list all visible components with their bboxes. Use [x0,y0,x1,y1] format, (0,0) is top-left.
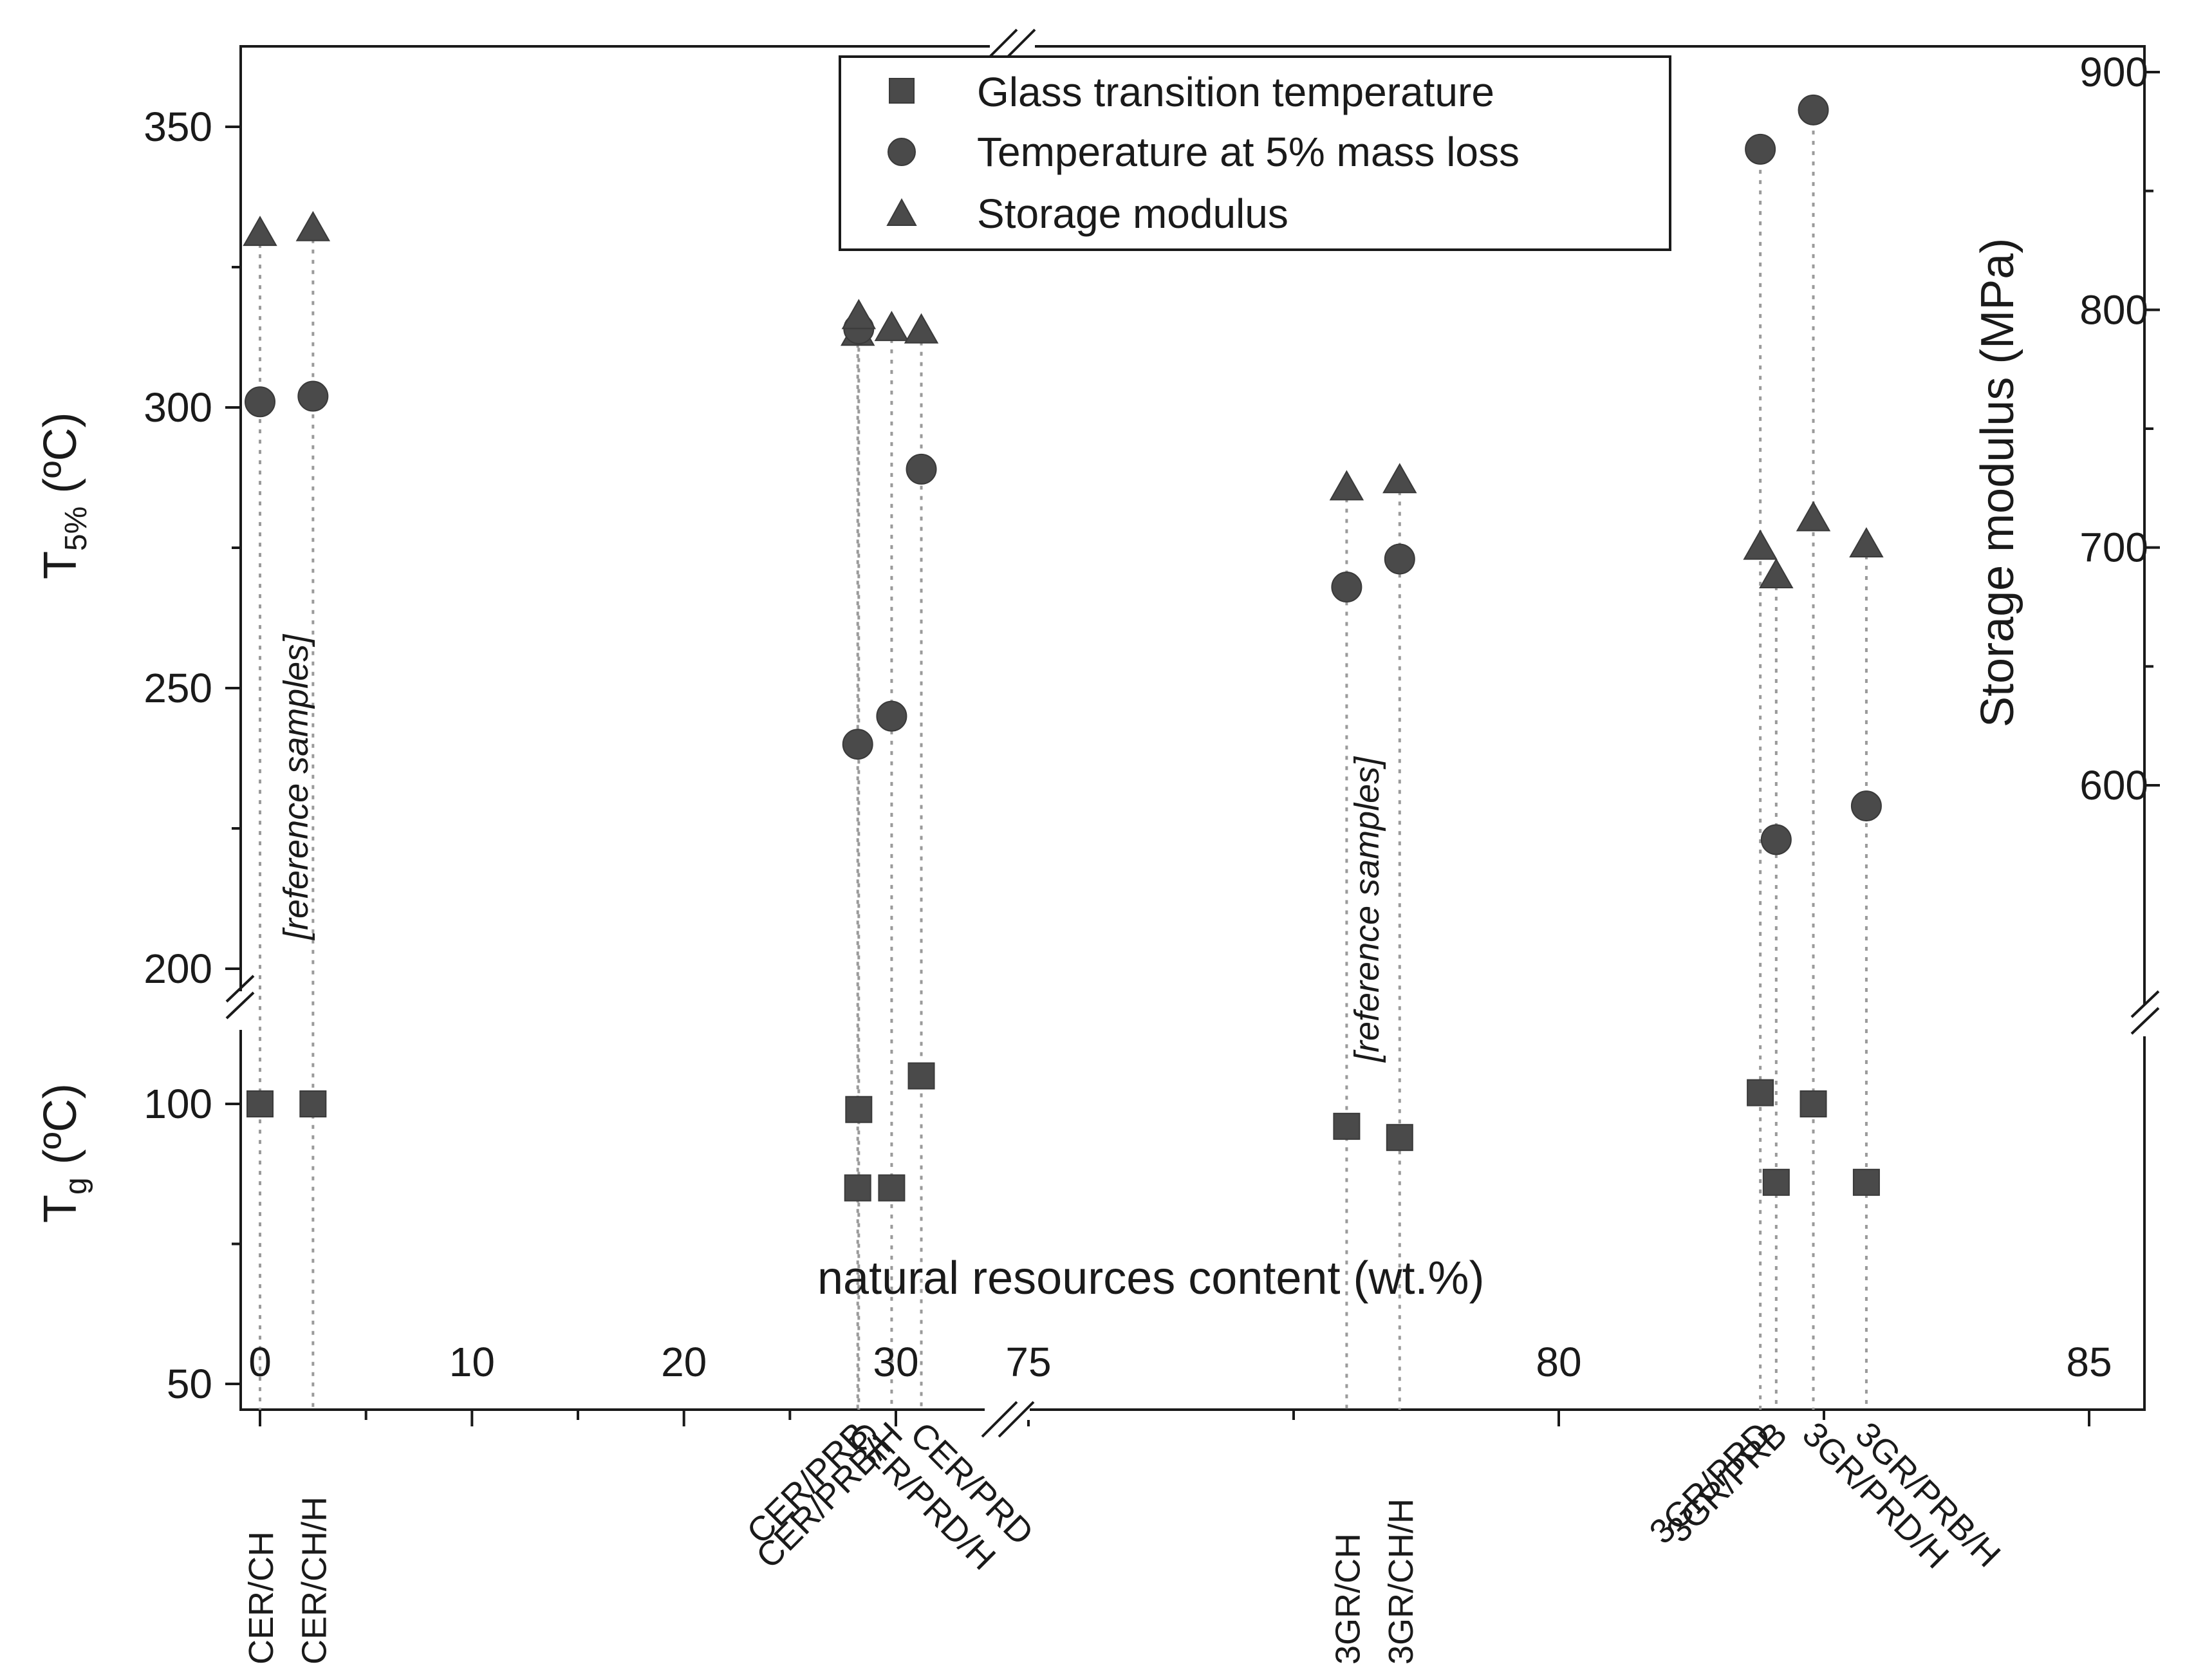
x-tick-label: 20 [661,1339,707,1385]
sample-label: CER/CH/H [295,1497,333,1665]
legend-circle-marker [888,138,916,166]
t5-marker [1760,824,1792,855]
y-lower-title: Tg (ºC) [35,1083,93,1223]
bottom-axis-ticks: 0 10 20 30 75 80 85 [248,1339,2112,1426]
sample-label: CER/CH [242,1531,281,1665]
t5-marker [245,386,275,418]
storage-modulus-marker [1796,501,1831,532]
t5-marker [1850,790,1882,822]
legend-label-e: Storage modulus [977,191,1288,237]
t5-marker [906,453,937,485]
x-tick-label: 0 [248,1339,272,1385]
storage-modulus-marker [1329,470,1364,501]
left-axis-ticks: 200 250 300 350 50 100 [144,104,241,1407]
right-axis-break [2130,990,2160,1036]
storage-modulus-marker [1759,557,1794,588]
legend-box [839,55,1671,251]
t5-marker [1331,572,1362,603]
y-right-tick-label: 900 [2079,49,2148,95]
y-right-tick-label: 700 [2079,525,2148,571]
sample-labels: CER/CH CER/CH/HCER/PRBCER/PRB/HCER/PRDCER… [242,1415,2008,1665]
x-tick-label: 80 [1536,1339,1581,1385]
storage-modulus-marker [904,313,939,344]
t5-marker [297,380,329,412]
tg-marker [844,1174,871,1202]
guide-lines [259,109,1868,1410]
sample-label: 3GR/CH/H [1382,1498,1420,1665]
t5-marker [1745,133,1776,165]
legend-triangle-marker [886,198,917,226]
y-lower-tick-label: 50 [167,1361,212,1407]
legend-square-marker [889,78,915,104]
ref-annotation-cer: [reference samples] [277,633,315,941]
storage-modulus-marker [1743,529,1778,560]
y-upper-tick-label: 200 [144,946,212,992]
left-axis-break [225,975,255,1030]
sample-label: 3GR/PRB [1659,1415,1794,1550]
storage-modulus-marker [295,210,331,241]
t5-marker [876,700,907,732]
tg-marker [299,1090,327,1117]
y-upper-title: T5% (ºC) [35,412,93,579]
y-lower-tick-label: 100 [144,1081,212,1127]
tg-marker [907,1062,935,1090]
tg-marker [1762,1168,1790,1196]
tg-marker [878,1174,906,1202]
sample-label: 3GR/CH [1328,1533,1367,1665]
t5-marker [1798,94,1829,126]
legend-label-tg: Glass transition temperature [977,69,1494,115]
tg-marker [1333,1112,1361,1140]
y-right-tick-label: 600 [2079,762,2148,808]
x-tick-label: 30 [873,1339,918,1385]
legend: Glass transition temperature Temperature… [839,55,1671,251]
bottom-axis-break-low [981,1401,1035,1438]
y-upper-tick-label: 250 [144,665,212,711]
storage-modulus-marker [243,216,277,247]
tg-marker [246,1090,274,1117]
y-upper-tick-label: 350 [144,104,212,150]
x-tick-label: 85 [2066,1339,2112,1385]
data-markers [243,94,1884,1202]
y-upper-tick-label: 300 [144,384,212,431]
t5-marker [1384,543,1415,575]
t5-marker [842,729,873,760]
storage-modulus-marker [1382,463,1417,494]
tg-marker [1799,1090,1827,1117]
right-axis-ticks: 600 700 800 900 [2079,49,2160,808]
storage-modulus-marker [874,310,909,341]
legend-label-t5: Temperature at 5% mass loss [977,129,1520,175]
tg-marker [1852,1168,1880,1196]
y-right-title: Storage modulus (MPa) [1972,238,2023,727]
plot-frame [239,45,2146,1411]
tg-marker [1386,1124,1413,1152]
ref-annotation-3gr: [reference samples] [1348,756,1386,1063]
x-tick-label: 75 [1005,1339,1051,1385]
tg-marker [845,1096,873,1123]
tg-marker [1747,1079,1774,1106]
x-axis-title: natural resources content (wt.%) [817,1253,1484,1304]
storage-modulus-marker [841,299,877,330]
y-right-tick-label: 800 [2079,286,2148,333]
x-tick-label: 10 [449,1339,495,1385]
storage-modulus-marker [1849,527,1884,557]
